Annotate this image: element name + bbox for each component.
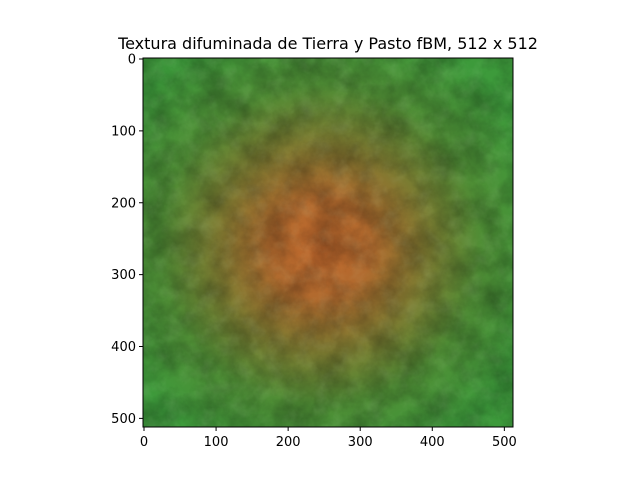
x-tick-label: 500 [492,435,517,450]
x-tick-label: 300 [348,435,373,450]
y-tick-label: 400 [111,340,136,355]
x-tick-label: 200 [276,435,301,450]
x-tick-label: 400 [420,435,445,450]
y-tick-label: 0 [128,53,136,68]
x-tick-label: 0 [140,435,148,450]
y-tick-label: 100 [111,124,136,139]
x-tick-label: 100 [204,435,229,450]
chart-title: Textura difuminada de Tierra y Pasto fBM… [117,34,538,53]
y-tick-label: 300 [111,268,136,283]
axes-frame [142,57,514,428]
heatmap-image [143,58,513,427]
fbm-light-noise [143,58,513,427]
y-axis: 0 100 200 300 400 500 [111,53,143,427]
x-axis: 0 100 200 300 400 500 [140,427,517,450]
y-tick-label: 500 [111,412,136,427]
y-tick-label: 200 [111,196,136,211]
